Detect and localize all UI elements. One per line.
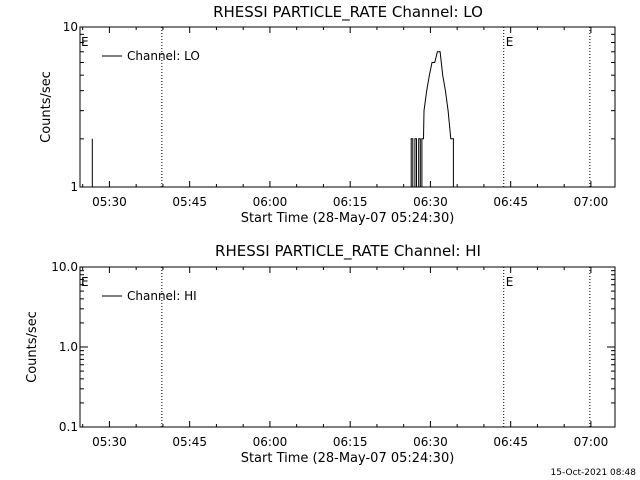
- x-tick-label: 05:45: [172, 195, 207, 209]
- x-tick-label: 06:45: [493, 435, 528, 449]
- x-tick-label: 06:00: [253, 435, 288, 449]
- chart-hi-ylabel: Counts/sec: [25, 311, 40, 383]
- event-line-label: E: [506, 35, 514, 49]
- x-tick-label: 06:15: [333, 195, 368, 209]
- chart-lo: RHESSI PARTICLE_RATE Channel: LO 05:30 05…: [39, 3, 616, 226]
- legend-label: Channel: LO: [127, 49, 200, 63]
- chart-lo-xlabel: Start Time (28-May-07 05:24:30): [241, 211, 455, 226]
- y-tick-label: 0.1: [59, 420, 78, 434]
- chart-hi-title: RHESSI PARTICLE_RATE Channel: HI: [215, 242, 481, 261]
- start-marker: E: [81, 275, 89, 289]
- chart-lo-title: RHESSI PARTICLE_RATE Channel: LO: [213, 3, 483, 22]
- y-tick-label: 10.0: [51, 260, 78, 274]
- x-tick-label: 06:00: [253, 195, 288, 209]
- x-tick-label: 07:00: [574, 435, 609, 449]
- x-tick-label: 05:45: [172, 435, 207, 449]
- chart-lo-frame: [79, 26, 616, 188]
- x-tick-label: 05:30: [92, 435, 127, 449]
- y-tick-label: 1.0: [59, 340, 78, 354]
- start-marker: E: [81, 35, 89, 49]
- x-tick-label: 06:30: [413, 195, 448, 209]
- chart-lo-ylabel: Counts/sec: [39, 71, 54, 143]
- chart-hi-xlabel: Start Time (28-May-07 05:24:30): [241, 451, 455, 466]
- x-tick-label: 05:30: [92, 195, 127, 209]
- y-tick-label: 1: [70, 180, 78, 194]
- x-tick-label: 07:00: [574, 195, 609, 209]
- y-tick-label: 10: [63, 20, 78, 34]
- series-line-lo-segment: [410, 51, 454, 188]
- x-tick-label: 06:15: [333, 435, 368, 449]
- legend-label: Channel: HI: [127, 289, 197, 303]
- event-line-label: E: [506, 275, 514, 289]
- x-tick-label: 06:30: [413, 435, 448, 449]
- footer-timestamp: 15-Oct-2021 08:48: [551, 468, 637, 478]
- x-tick-label: 06:45: [493, 195, 528, 209]
- chart-hi: RHESSI PARTICLE_RATE Channel: HI 05:30 05…: [25, 242, 616, 466]
